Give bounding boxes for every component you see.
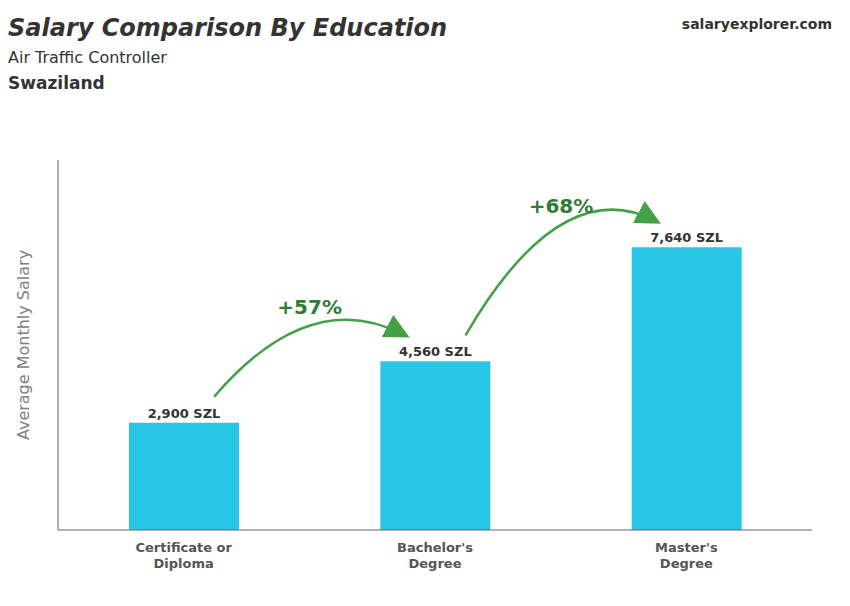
svg-text:+57%: +57% bbox=[277, 295, 342, 319]
svg-text:4,560 SZL: 4,560 SZL bbox=[399, 344, 472, 359]
svg-text:2,900 SZL: 2,900 SZL bbox=[148, 406, 221, 421]
svg-text:Average Monthly Salary: Average Monthly Salary bbox=[14, 250, 33, 440]
html-text:salaryexplorer.com: salaryexplorer.com bbox=[681, 16, 832, 32]
svg-text:7,640 SZL: 7,640 SZL bbox=[650, 230, 723, 245]
html-text:Swaziland: Swaziland bbox=[8, 73, 105, 93]
html-text:Salary Comparison By Education: Salary Comparison By Education bbox=[8, 14, 448, 42]
svg-text:Master'sDegree: Master'sDegree bbox=[655, 540, 718, 571]
svg-text:+68%: +68% bbox=[529, 194, 594, 218]
svg-text:Bachelor'sDegree: Bachelor'sDegree bbox=[397, 540, 473, 571]
html-text:Air Traffic Controller: Air Traffic Controller bbox=[8, 48, 167, 67]
svg-text:Certificate orDiploma: Certificate orDiploma bbox=[135, 540, 232, 571]
